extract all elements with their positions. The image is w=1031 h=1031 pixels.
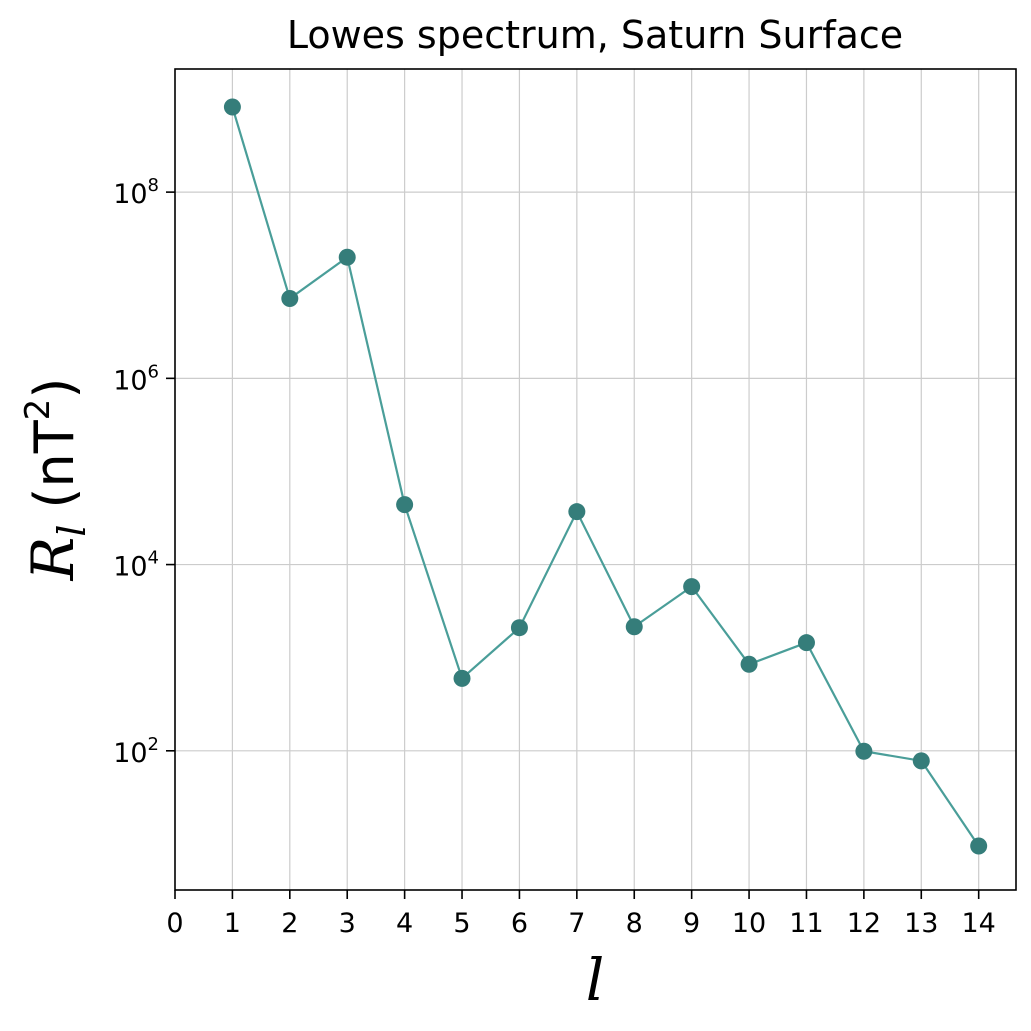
x-axis-ticks: 0 1 2 3 4 5 6 7 8 9 10 11 12 13 14 <box>166 890 996 939</box>
y-tick-label: 102 <box>113 734 159 769</box>
x-tick-label: 1 <box>224 908 241 939</box>
x-tick-label: 8 <box>626 908 643 939</box>
x-tick-label: 11 <box>789 908 823 939</box>
data-point <box>223 98 241 116</box>
chart-title: Lowes spectrum, Saturn Surface <box>287 13 903 57</box>
x-tick-label: 9 <box>683 908 700 939</box>
y-axis-label-unit-close: ) <box>23 378 86 399</box>
data-point <box>625 618 643 636</box>
x-tick-label: 10 <box>732 908 766 939</box>
x-tick-label: 5 <box>453 908 470 939</box>
y-axis-label-symbol: R <box>19 537 87 582</box>
y-tick-label: 106 <box>113 361 159 396</box>
data-point <box>568 503 586 521</box>
data-point <box>510 619 528 637</box>
x-tick-label: 13 <box>904 908 938 939</box>
y-tick-label-exponent: 4 <box>148 548 159 569</box>
data-point <box>912 752 930 770</box>
series <box>223 98 988 855</box>
data-point <box>281 290 299 308</box>
x-tick-label: 7 <box>568 908 585 939</box>
grid <box>175 69 1016 890</box>
y-tick-label-base: 10 <box>113 179 147 210</box>
data-point <box>396 496 414 514</box>
x-tick-label: 14 <box>962 908 996 939</box>
data-point <box>855 742 873 760</box>
y-axis-label-unit-power: 2 <box>18 399 58 421</box>
series-line <box>231 106 980 847</box>
y-tick-label-exponent: 8 <box>148 175 159 196</box>
x-tick-label: 12 <box>847 908 881 939</box>
data-point <box>683 578 701 596</box>
x-axis-label: l <box>586 946 605 1014</box>
x-tick-label: 6 <box>511 908 528 939</box>
data-point <box>740 655 758 673</box>
x-tick-label: 3 <box>339 908 356 939</box>
data-point <box>797 634 815 652</box>
x-tick-label: 4 <box>396 908 413 939</box>
data-point <box>338 248 356 266</box>
x-tick-label: 2 <box>281 908 298 939</box>
y-tick-label: 108 <box>113 175 159 210</box>
y-tick-label-base: 10 <box>113 365 147 396</box>
y-tick-label-exponent: 2 <box>148 734 159 755</box>
plot-frame <box>174 68 1017 891</box>
x-tick-label: 0 <box>166 908 183 939</box>
y-tick-label-base: 10 <box>113 738 147 769</box>
y-axis-label-subscript: l <box>50 525 94 537</box>
y-tick-label-base: 10 <box>113 552 147 583</box>
data-point <box>970 837 988 855</box>
y-axis-label: Rl (nT2) <box>18 378 94 582</box>
data-point <box>453 669 471 687</box>
svg-text:Rl(nT2): Rl (nT2) <box>18 378 94 582</box>
y-tick-label: 104 <box>113 548 159 583</box>
y-tick-label-exponent: 6 <box>148 361 159 382</box>
y-axis-label-unit: (nT <box>23 419 86 508</box>
